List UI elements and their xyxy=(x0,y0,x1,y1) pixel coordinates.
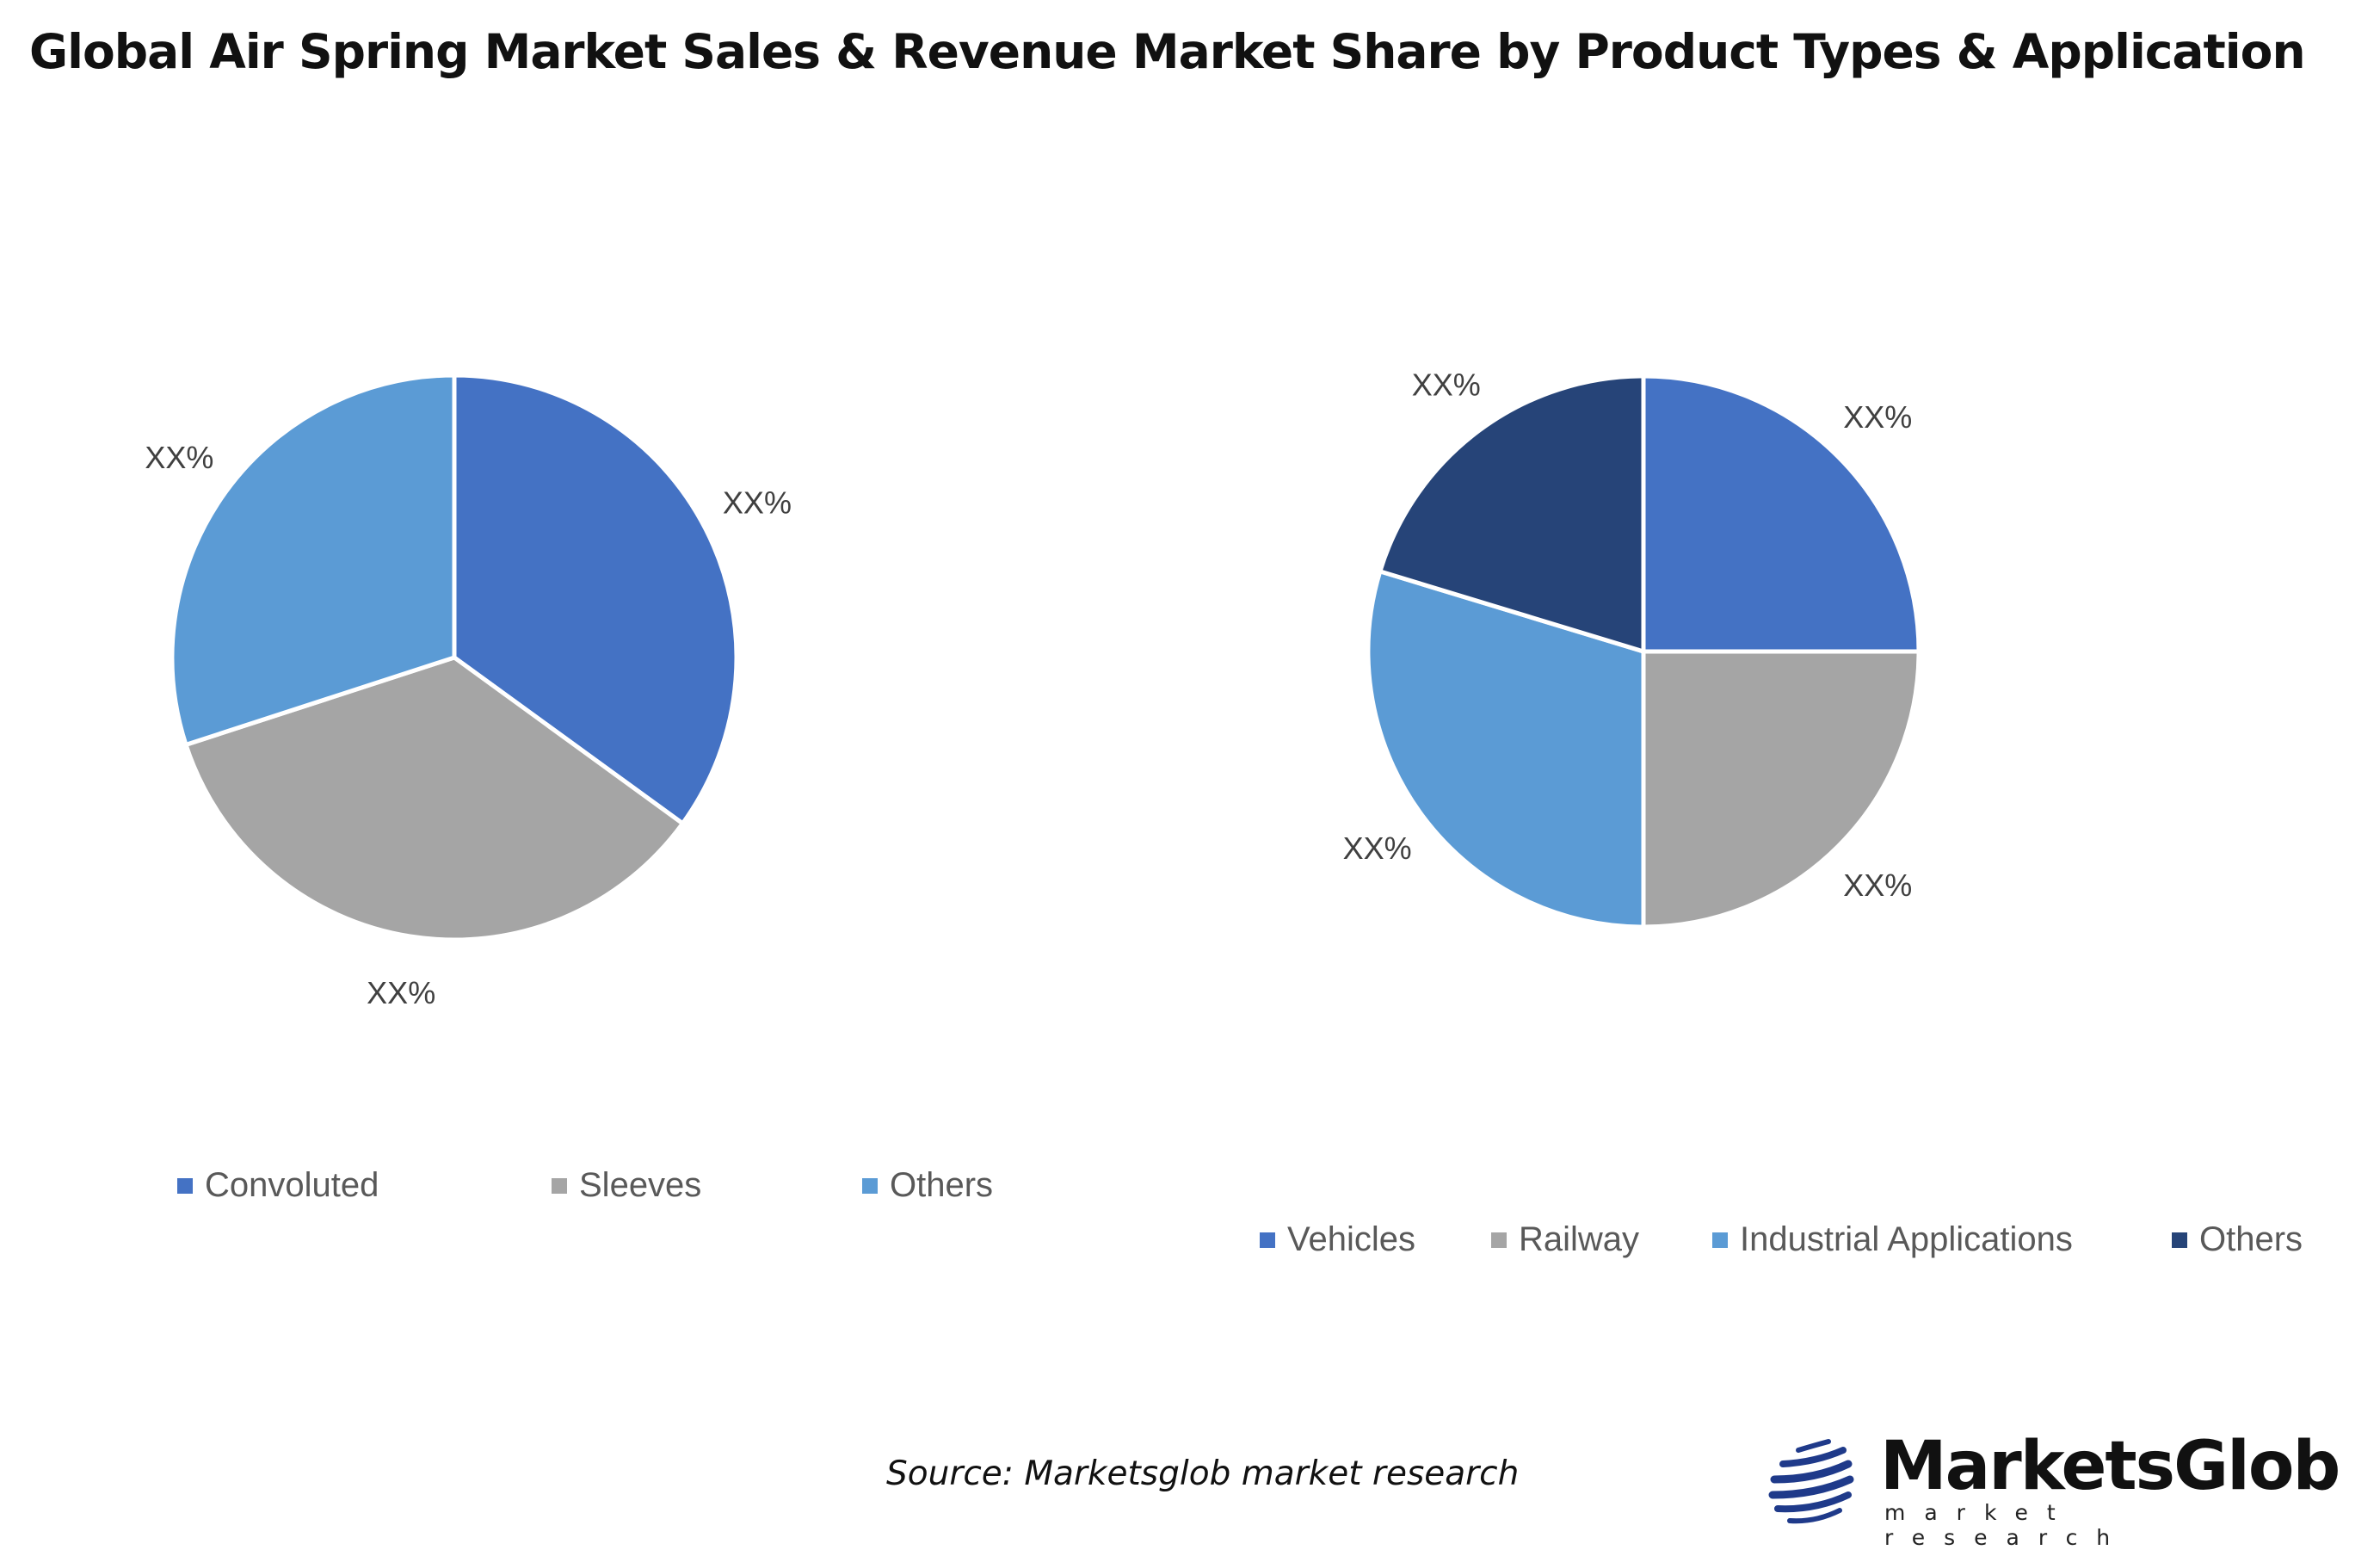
data-label: XX% xyxy=(1843,399,1912,435)
data-label: XX% xyxy=(1843,868,1912,903)
data-label: XX% xyxy=(145,440,213,475)
legend-item: Railway xyxy=(1491,1220,1639,1259)
legend-swatch xyxy=(177,1177,193,1194)
legend-item: Industrial Applications xyxy=(1712,1220,2073,1259)
legend-label: Sleeves xyxy=(579,1166,702,1204)
legend-swatch xyxy=(552,1177,567,1194)
legend-item: Others xyxy=(862,1166,993,1205)
pie-slice-convoluted xyxy=(452,373,739,827)
legend-label: Industrial Applications xyxy=(1740,1220,2073,1258)
chart-title: Global Air Spring Market Sales & Revenue… xyxy=(29,24,2306,79)
legend-item: Convoluted xyxy=(177,1166,379,1205)
legend-swatch xyxy=(2172,1232,2187,1248)
legend-label: Vehicles xyxy=(1287,1220,1415,1258)
logo-tagline: market research xyxy=(1884,1500,2130,1550)
logo-name: MarketsGlob xyxy=(1880,1428,2340,1505)
pie-slice-industrial-applications xyxy=(1366,568,1646,929)
legend-swatch xyxy=(1260,1232,1275,1248)
data-label: XX% xyxy=(367,975,435,1010)
pie-slice-railway xyxy=(1641,649,1921,929)
data-label: XX% xyxy=(1412,367,1481,403)
legend-label: Convoluted xyxy=(205,1166,379,1204)
legend-label: Others xyxy=(2199,1220,2303,1258)
pie-slice-others xyxy=(1377,374,1646,655)
legend-label: Railway xyxy=(1519,1220,1640,1258)
pie-slice-vehicles xyxy=(1641,374,1921,654)
legend-swatch xyxy=(862,1177,878,1194)
legend-item: Vehicles xyxy=(1260,1220,1415,1259)
legend-item: Others xyxy=(2172,1220,2303,1259)
data-label: XX% xyxy=(723,485,792,521)
globe-icon xyxy=(1768,1439,1854,1524)
legend-swatch xyxy=(1712,1232,1728,1248)
data-label: XX% xyxy=(1343,831,1412,866)
source-note: Source: Marketsglob market research xyxy=(886,1454,1520,1493)
pie-slice-sleeves xyxy=(182,655,686,942)
legend-swatch xyxy=(1491,1232,1507,1248)
marketsglob-logo: MarketsGlob market research xyxy=(1764,1428,2340,1550)
legend-item: Sleeves xyxy=(552,1166,701,1205)
legend-label: Others xyxy=(890,1166,994,1204)
pie-slice-others xyxy=(170,373,457,748)
